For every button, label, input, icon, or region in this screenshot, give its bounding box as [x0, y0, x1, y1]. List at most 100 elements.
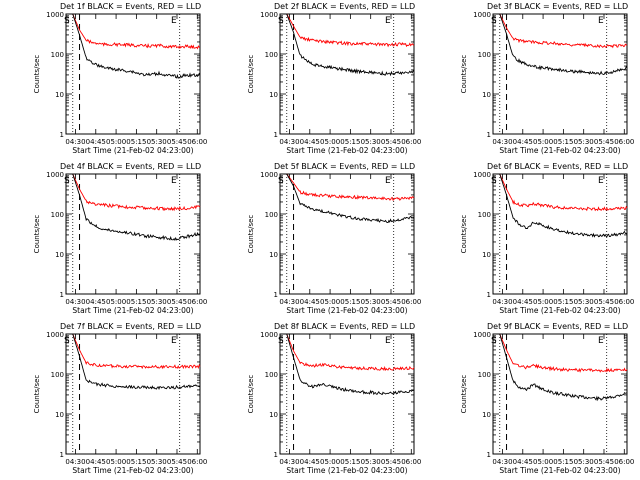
y-tick-label: 1 [60, 451, 64, 459]
x-tick-label: 04:45 [513, 298, 533, 306]
x-tick-label: 05:15 [126, 138, 146, 146]
x-tick-label: 05:45 [167, 138, 187, 146]
x-tick-label: 04:45 [86, 298, 106, 306]
end-marker-label: E [171, 16, 177, 26]
x-tick-label: 05:45 [167, 458, 187, 466]
x-tick-label: 04:30 [492, 458, 512, 466]
plot-frame [492, 333, 628, 455]
y-tick-label: 10 [482, 411, 491, 419]
panel-title: Det 6f BLACK = Events, RED = LLD [487, 162, 628, 171]
x-tick-label: 05:30 [574, 458, 594, 466]
detector-panel-1: Det 1f BLACK = Events, RED = LLD 1 10 100 10… [33, 2, 207, 155]
start-marker-label: S [491, 16, 497, 26]
x-tick-label: 04:30 [279, 458, 299, 466]
y-tick-label: 10 [269, 91, 278, 99]
y-tick-label: 1000 [260, 171, 278, 179]
events-series-line [72, 13, 201, 79]
y-axis-label: Counts/sec [247, 375, 255, 414]
start-marker-label: S [64, 176, 70, 186]
y-tick-label: 1 [487, 291, 491, 299]
y-axis-label: Counts/sec [460, 55, 468, 94]
x-tick-label: 05:00 [533, 298, 553, 306]
x-axis-label: Start Time (21-Feb-02 04:23:00) [72, 306, 193, 315]
y-tick-label: 1000 [260, 11, 278, 19]
panel-title: Det 8f BLACK = Events, RED = LLD [274, 322, 415, 331]
detector-panel-8: Det 8f BLACK = Events, RED = LLD 1 10 100 10… [247, 322, 421, 475]
detector-panel-2: Det 2f BLACK = Events, RED = LLD 1 10 100 10… [247, 2, 421, 155]
y-tick-label: 10 [482, 91, 491, 99]
start-marker-label: S [64, 336, 70, 346]
y-axis-label: Counts/sec [460, 375, 468, 414]
end-marker-label: E [598, 16, 604, 26]
x-tick-label: 04:30 [492, 298, 512, 306]
y-axis-label: Counts/sec [460, 215, 468, 254]
y-tick-label: 1 [274, 291, 278, 299]
x-axis-label: Start Time (21-Feb-02 04:23:00) [499, 146, 620, 155]
events-series-line [286, 333, 415, 396]
x-tick-label: 04:30 [65, 138, 85, 146]
x-tick-label: 04:45 [86, 138, 106, 146]
end-marker-label: E [385, 336, 391, 346]
x-tick-label: 05:15 [553, 138, 573, 146]
x-tick-label: 05:15 [553, 458, 573, 466]
y-axis-label: Counts/sec [33, 55, 41, 94]
events-series-line [499, 173, 628, 238]
x-tick-label: 04:30 [65, 298, 85, 306]
detector-panel-9: Det 9f BLACK = Events, RED = LLD 1 10 100 10… [460, 322, 634, 475]
plot-frame [279, 173, 415, 295]
x-tick-label: 05:30 [574, 298, 594, 306]
x-tick-label: 04:30 [492, 138, 512, 146]
plot-frame [279, 333, 415, 455]
x-tick-label: 05:00 [533, 138, 553, 146]
panel-title: Det 7f BLACK = Events, RED = LLD [60, 322, 201, 331]
y-tick-label: 10 [269, 251, 278, 259]
y-tick-label: 1000 [473, 171, 491, 179]
detector-panel-7: Det 7f BLACK = Events, RED = LLD 1 10 100 10… [33, 322, 207, 475]
start-marker-label: S [64, 16, 70, 26]
detector-panel-5: Det 5f BLACK = Events, RED = LLD 1 10 100 10… [247, 162, 421, 315]
x-tick-label: 05:45 [594, 298, 614, 306]
y-tick-label: 100 [51, 51, 64, 59]
events-series-line [72, 333, 201, 390]
end-marker-label: E [171, 336, 177, 346]
lld-series-line [499, 13, 628, 49]
x-tick-label: 05:45 [594, 458, 614, 466]
lld-series-line [72, 173, 201, 212]
x-tick-label: 04:45 [513, 138, 533, 146]
start-marker-label: S [278, 16, 284, 26]
x-tick-label: 05:15 [126, 458, 146, 466]
end-marker-label: E [598, 176, 604, 186]
end-marker-label: E [385, 176, 391, 186]
x-axis-label: Start Time (21-Feb-02 04:23:00) [499, 466, 620, 475]
end-marker-label: E [171, 176, 177, 186]
y-tick-label: 10 [55, 251, 64, 259]
y-tick-label: 10 [55, 91, 64, 99]
y-tick-label: 100 [265, 371, 278, 379]
x-axis-label: Start Time (21-Feb-02 04:23:00) [72, 146, 193, 155]
x-tick-label: 05:15 [126, 298, 146, 306]
y-tick-label: 100 [478, 51, 491, 59]
x-tick-label: 06:00 [401, 458, 421, 466]
x-tick-label: 05:00 [106, 298, 126, 306]
x-axis-label: Start Time (21-Feb-02 04:23:00) [72, 466, 193, 475]
x-tick-label: 04:45 [86, 458, 106, 466]
y-tick-label: 1 [274, 131, 278, 139]
y-tick-label: 1000 [46, 11, 64, 19]
y-tick-label: 100 [478, 371, 491, 379]
plot-frame [65, 333, 201, 455]
lld-series-line [72, 333, 201, 370]
x-tick-label: 05:30 [361, 298, 381, 306]
plot-frame [279, 13, 415, 135]
lld-series-line [499, 173, 628, 212]
y-axis-label: Counts/sec [247, 55, 255, 94]
events-series-line [499, 333, 628, 402]
panel-title: Det 9f BLACK = Events, RED = LLD [487, 322, 628, 331]
x-tick-label: 06:00 [401, 298, 421, 306]
y-tick-label: 1000 [46, 331, 64, 339]
detector-panel-6: Det 6f BLACK = Events, RED = LLD 1 10 100 10… [460, 162, 634, 315]
y-tick-label: 1000 [260, 331, 278, 339]
y-tick-label: 100 [265, 211, 278, 219]
y-tick-label: 1 [60, 131, 64, 139]
y-tick-label: 1 [487, 131, 491, 139]
